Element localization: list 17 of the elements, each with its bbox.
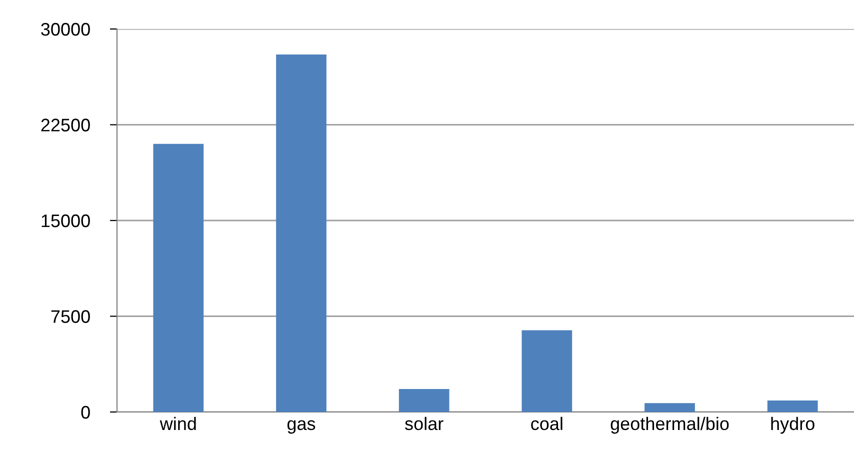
bar [767, 400, 818, 412]
x-tick-label: hydro [771, 416, 814, 434]
x-tick-label: solar [405, 416, 444, 430]
y-tick-label: 22500 [41, 118, 90, 132]
bar [153, 144, 204, 412]
x-tick-label: gas [287, 420, 316, 434]
y-tick-label: 0 [81, 406, 90, 419]
x-tick-label: coal [531, 416, 562, 430]
bar [276, 54, 326, 412]
y-tick-label: 15000 [42, 214, 90, 228]
x-tick-label: wind [160, 416, 196, 430]
bar [398, 389, 450, 412]
y-tick-label: 7500 [51, 310, 90, 323]
x-tick-label: geothermal/bio [610, 416, 729, 434]
bar [644, 403, 695, 412]
bar [522, 330, 572, 412]
y-tick-label: 30000 [41, 22, 90, 36]
